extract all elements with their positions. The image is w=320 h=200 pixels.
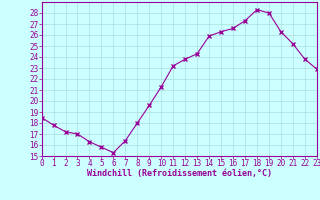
X-axis label: Windchill (Refroidissement éolien,°C): Windchill (Refroidissement éolien,°C) <box>87 169 272 178</box>
